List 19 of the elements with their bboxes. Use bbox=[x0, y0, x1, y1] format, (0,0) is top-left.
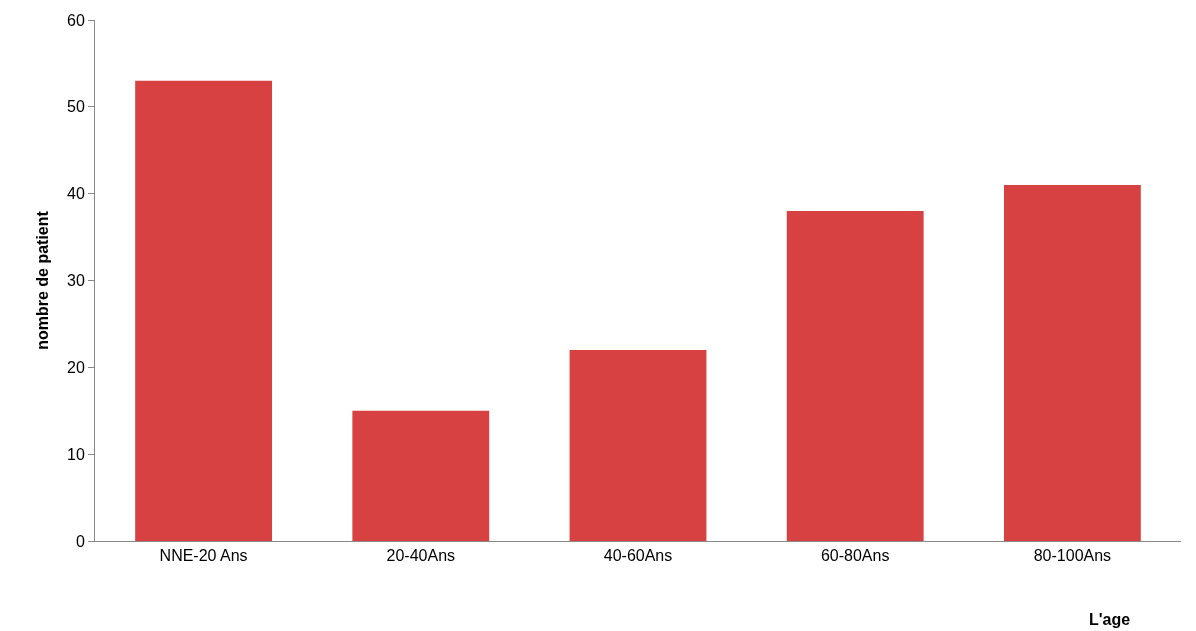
y-tick-label: 40 bbox=[67, 185, 85, 203]
y-tick-label: 20 bbox=[67, 358, 85, 376]
x-tick-label: NNE-20 Ans bbox=[159, 547, 248, 565]
y-tick-label: 0 bbox=[75, 532, 85, 550]
bar bbox=[135, 80, 273, 541]
y-tick-label: 10 bbox=[67, 445, 85, 463]
x-axis-title: L'age bbox=[1089, 611, 1131, 628]
y-tick-label: 60 bbox=[67, 11, 85, 29]
y-axis-title: nombre de patient bbox=[33, 210, 51, 350]
bar bbox=[569, 349, 707, 541]
x-tick-label: 80-100Ans bbox=[1033, 547, 1112, 565]
x-tick-label: 20-40Ans bbox=[386, 547, 456, 565]
bar bbox=[1003, 184, 1141, 541]
x-tick-label: 40-60Ans bbox=[603, 547, 673, 565]
y-tick-label: 30 bbox=[67, 272, 85, 290]
bar bbox=[352, 410, 490, 541]
y-tick-label: 50 bbox=[67, 98, 85, 116]
x-tick-label: 60-80Ans bbox=[820, 547, 890, 565]
bar bbox=[786, 211, 924, 541]
